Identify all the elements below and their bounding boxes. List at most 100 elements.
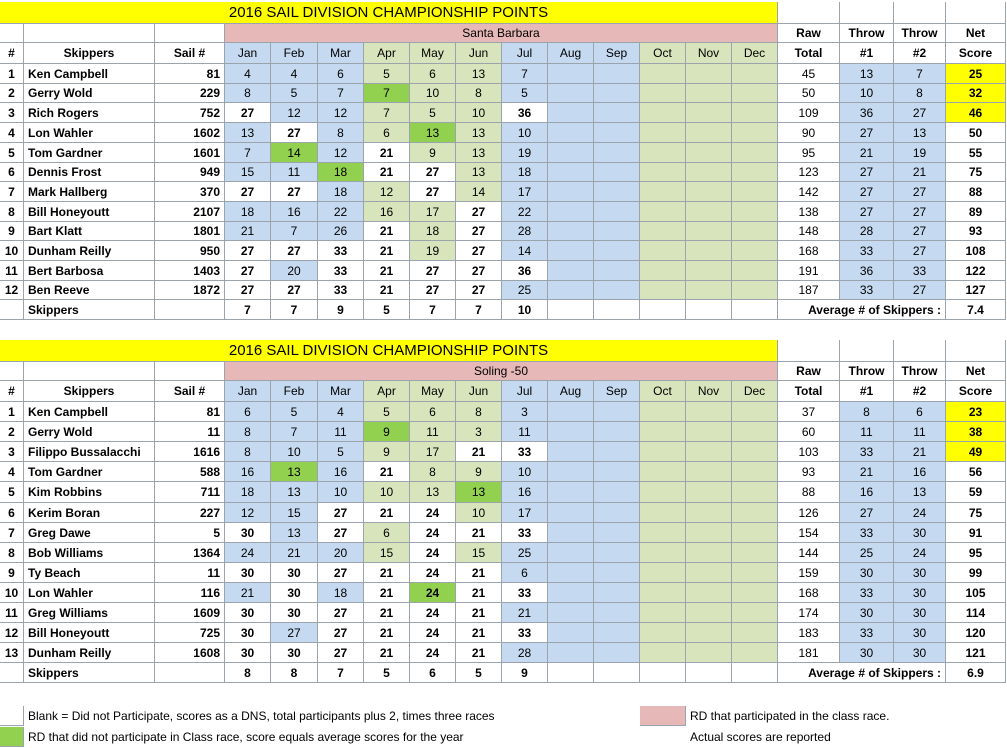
race-score: 27: [456, 261, 502, 281]
column-header: Net: [946, 24, 1006, 43]
throw-1: 10: [840, 84, 894, 103]
empty-score: [686, 422, 732, 442]
race-score: 30: [271, 583, 318, 603]
race-score: 8: [225, 84, 271, 103]
raw-total: 95: [778, 143, 840, 163]
empty-score: [686, 543, 732, 563]
race-score: 13: [271, 462, 318, 482]
net-score: 127: [946, 281, 1006, 300]
empty-score: [548, 241, 594, 261]
skipper-count: 7: [456, 300, 502, 320]
race-score: 5: [364, 402, 410, 422]
throw-2: 27: [894, 281, 946, 300]
empty-score: [640, 402, 686, 422]
table-title: 2016 SAIL DIVISION CHAMPIONSHIP POINTS: [0, 2, 778, 24]
race-score: 27: [456, 202, 502, 222]
skipper-name: Dennis Frost: [24, 163, 155, 182]
column-header: Nov: [686, 381, 732, 402]
race-score: 22: [502, 202, 548, 222]
race-score: 21: [364, 623, 410, 643]
column-header: Mar: [318, 381, 364, 402]
throw-1: 27: [840, 503, 894, 523]
throw-2: 30: [894, 523, 946, 543]
skipper-count: 5: [364, 663, 410, 683]
throw-2: 21: [894, 442, 946, 462]
skipper-name: Gerry Wold: [24, 422, 155, 442]
race-score: 24: [410, 543, 456, 563]
row-number: 4: [0, 123, 24, 143]
race-score: 10: [456, 103, 502, 123]
race-score: 10: [502, 123, 548, 143]
empty-score: [594, 462, 640, 482]
average-value: 6.9: [946, 663, 1006, 683]
empty-score: [548, 402, 594, 422]
race-score: 15: [225, 163, 271, 182]
cell: [594, 300, 640, 320]
empty-score: [594, 241, 640, 261]
skipper-name: Ken Campbell: [24, 64, 155, 84]
row-number: 11: [0, 603, 24, 623]
skipper-name: Greg Williams: [24, 603, 155, 623]
race-score: 17: [410, 202, 456, 222]
throw-1: 13: [840, 64, 894, 84]
cell: [946, 340, 1006, 362]
empty-score: [548, 281, 594, 300]
throw-2: 30: [894, 583, 946, 603]
net-score: 122: [946, 261, 1006, 281]
skipper-count: 5: [456, 663, 502, 683]
net-score: 114: [946, 603, 1006, 623]
column-header: #2: [894, 381, 946, 402]
race-score: 10: [456, 503, 502, 523]
empty-score: [594, 563, 640, 583]
cell: [778, 340, 840, 362]
skipper-name: Bart Klatt: [24, 222, 155, 241]
race-score: 27: [225, 182, 271, 202]
skipper-name: Tom Gardner: [24, 462, 155, 482]
race-score: 21: [271, 543, 318, 563]
race-score: 7: [364, 103, 410, 123]
row-number: 9: [0, 222, 24, 241]
net-score: 93: [946, 222, 1006, 241]
empty-score: [548, 603, 594, 623]
empty-score: [640, 462, 686, 482]
empty-score: [594, 543, 640, 563]
empty-score: [732, 462, 778, 482]
race-score: 6: [410, 64, 456, 84]
empty-score: [732, 503, 778, 523]
race-score: 13: [410, 482, 456, 503]
race-score: 27: [410, 261, 456, 281]
throw-2: 7: [894, 64, 946, 84]
raw-total: 168: [778, 583, 840, 603]
skipper-name: Gerry Wold: [24, 84, 155, 103]
race-score: 27: [271, 182, 318, 202]
empty-score: [640, 623, 686, 643]
empty-score: [594, 202, 640, 222]
race-score: 11: [271, 163, 318, 182]
sail-number: 950: [155, 241, 225, 261]
skipper-name: Lon Wahler: [24, 123, 155, 143]
empty-score: [594, 261, 640, 281]
skipper-count: 10: [502, 300, 548, 320]
race-score: 7: [502, 64, 548, 84]
net-score: 38: [946, 422, 1006, 442]
race-score: 6: [410, 402, 456, 422]
raw-total: 126: [778, 503, 840, 523]
row-number: 1: [0, 402, 24, 422]
race-score: 12: [318, 103, 364, 123]
empty-score: [548, 123, 594, 143]
column-header: Apr: [364, 381, 410, 402]
empty-score: [732, 442, 778, 462]
empty-score: [594, 123, 640, 143]
race-score: 33: [502, 623, 548, 643]
empty-score: [640, 523, 686, 543]
sail-number: 227: [155, 503, 225, 523]
race-score: 13: [456, 64, 502, 84]
race-score: 33: [502, 523, 548, 543]
empty-score: [686, 143, 732, 163]
skipper-name: Dunham Reilly: [24, 241, 155, 261]
empty-score: [732, 261, 778, 281]
sail-number: 588: [155, 462, 225, 482]
sail-number: 1801: [155, 222, 225, 241]
throw-1: 33: [840, 281, 894, 300]
race-score: 6: [364, 123, 410, 143]
